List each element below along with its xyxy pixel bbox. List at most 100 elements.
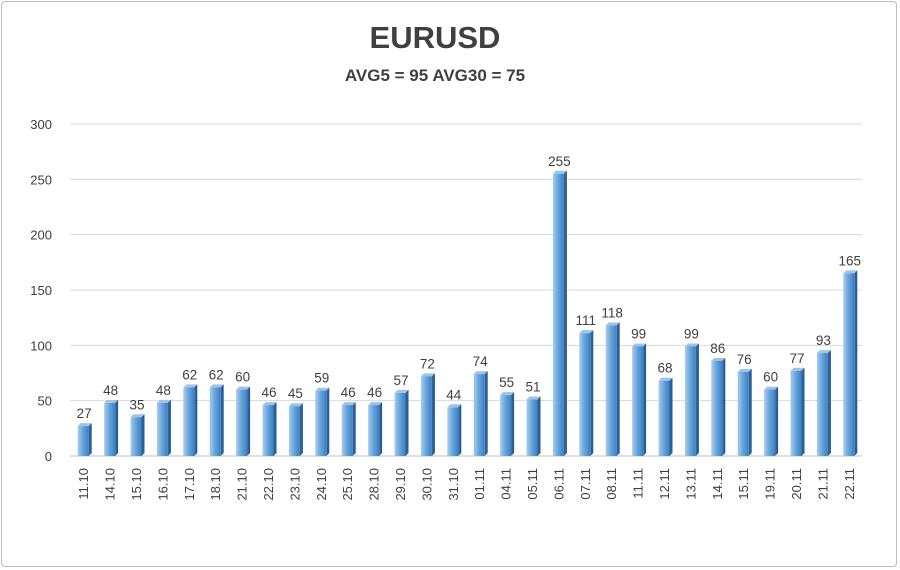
bar-top (816, 350, 831, 354)
bar-front (130, 417, 142, 456)
bar-front (684, 346, 696, 456)
bar (843, 270, 858, 456)
data-label: 93 (816, 333, 831, 348)
bar-side (431, 373, 435, 456)
data-label: 27 (77, 406, 92, 421)
bar-side (511, 392, 515, 456)
bar-front (447, 407, 459, 456)
data-label: 57 (393, 373, 408, 388)
bar-top (500, 392, 515, 396)
y-tick-label: 150 (30, 283, 52, 298)
bar-top (156, 399, 171, 403)
data-label: 59 (314, 371, 329, 386)
data-label: 35 (129, 397, 144, 412)
bar-top (447, 404, 462, 408)
bar-front (394, 392, 406, 456)
bar-front (77, 426, 89, 456)
bar-front (526, 399, 538, 456)
x-tick-label: 18.10 (208, 468, 223, 501)
x-tick-label: 31.10 (446, 468, 461, 501)
bar (368, 402, 383, 456)
bar-front (315, 390, 327, 456)
bar-side (194, 384, 198, 456)
x-tick-label: 21.10 (235, 468, 250, 501)
bar-top (288, 403, 303, 407)
bar-front (262, 405, 274, 456)
bar-front (552, 173, 564, 457)
data-label: 48 (156, 383, 171, 398)
bar (394, 389, 409, 456)
bar-front (473, 374, 485, 456)
x-tick-label: 22.10 (261, 468, 276, 501)
bar-top (420, 373, 435, 377)
x-tick-label: 15.11 (736, 468, 751, 500)
data-label: 76 (737, 352, 752, 367)
bar-front (632, 346, 644, 456)
x-tick-label: 16.10 (155, 468, 170, 501)
bar (658, 377, 673, 456)
bar-top (605, 322, 620, 326)
data-label: 45 (288, 386, 303, 401)
x-tick-label: 25.10 (340, 468, 355, 501)
data-label: 62 (209, 367, 224, 382)
bar (816, 350, 831, 456)
data-label: 72 (420, 356, 435, 371)
bar (341, 402, 356, 456)
bars (77, 170, 858, 457)
bar-front (209, 387, 221, 456)
bar-side (220, 384, 224, 456)
data-label: 86 (710, 341, 725, 356)
bar-side (379, 402, 383, 456)
bar-top (236, 386, 251, 390)
bar-side (801, 367, 805, 456)
x-tick-label: 05.11 (525, 468, 540, 500)
bar-top (737, 368, 752, 372)
x-tick-label: 19.11 (763, 468, 778, 500)
bar (684, 343, 699, 456)
bar-side (458, 404, 462, 456)
bar-front (156, 402, 168, 456)
bar-front (368, 405, 380, 456)
bar-top (684, 343, 699, 347)
bar-top (315, 387, 330, 391)
bar (209, 384, 224, 456)
data-label: 99 (631, 326, 646, 341)
y-tick-label: 300 (30, 117, 52, 132)
y-tick-label: 0 (45, 449, 52, 464)
x-tick-label: 14.11 (710, 468, 725, 500)
x-tick-label: 14.10 (103, 468, 118, 501)
data-label: 74 (473, 354, 489, 369)
bar-side (167, 399, 171, 456)
bar-top (632, 343, 647, 347)
data-label: 68 (657, 361, 672, 376)
bar (183, 384, 198, 456)
bar-side (748, 368, 752, 456)
bar-top (526, 396, 541, 400)
bar-top (579, 330, 594, 334)
bar-side (563, 170, 567, 457)
bar (632, 343, 647, 456)
bar-side (141, 414, 145, 456)
bar (77, 423, 92, 456)
bar (473, 371, 488, 456)
bar (130, 414, 145, 456)
data-label: 46 (261, 385, 276, 400)
bar-top (77, 423, 92, 427)
x-tick-label: 15.10 (129, 468, 144, 501)
bar-front (579, 333, 591, 456)
data-label: 255 (548, 154, 571, 169)
y-tick-label: 250 (30, 172, 52, 187)
x-tick-label: 29.10 (393, 468, 408, 501)
bar-front (104, 402, 116, 456)
bar-side (643, 343, 647, 456)
chart-title: EURUSD (369, 20, 501, 55)
bar-side (854, 270, 858, 456)
data-label: 99 (684, 326, 699, 341)
y-tick-label: 50 (38, 394, 52, 409)
bar-side (115, 399, 119, 456)
bar-front (236, 389, 248, 456)
bar-side (695, 343, 699, 456)
data-label: 111 (576, 313, 597, 328)
